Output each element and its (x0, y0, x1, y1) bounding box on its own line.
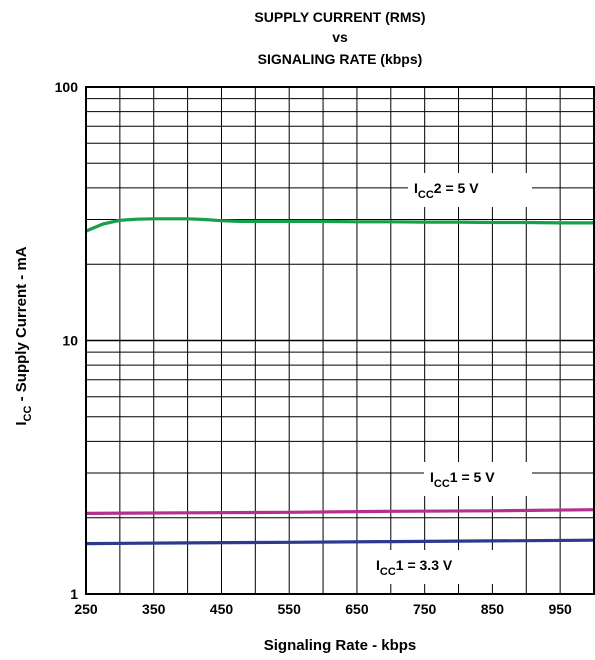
x-tick-label: 850 (481, 601, 505, 617)
annotation-background (424, 462, 532, 496)
chart-title-line-1: SUPPLY CURRENT (RMS) (254, 9, 425, 25)
x-axis-label: Signaling Rate - kbps (264, 637, 417, 654)
y-axis-label-sub: CC (22, 406, 34, 422)
chart-title-line-3: SIGNALING RATE (kbps) (258, 51, 423, 67)
x-tick-label: 350 (142, 601, 166, 617)
chart-title-line-2: vs (332, 29, 348, 45)
series-label-1: ICC2 = 5 V (414, 180, 479, 201)
x-tick-label: 650 (345, 601, 369, 617)
plot-border (85, 86, 595, 595)
grid (86, 87, 594, 594)
series-line-3 (85, 538, 595, 546)
y-tick-label: 1 (70, 586, 78, 602)
series-label-2: ICC1 = 5 V (430, 469, 495, 490)
y-axis-label-main: I (13, 421, 30, 425)
plot-frame (85, 86, 595, 595)
series-annotations: ICC2 = 5 V ICC1 = 5 V ICC1 = 3.3 V (370, 173, 532, 584)
series-label-3: ICC1 = 3.3 V (376, 557, 453, 578)
y-tick-label: 100 (55, 79, 79, 95)
x-tick-label: 450 (210, 601, 234, 617)
tick-labels: 250 350 450 550 650 750 850 950 1 10 100 (55, 79, 572, 617)
x-tick-label: 250 (74, 601, 98, 617)
series-layer (85, 217, 595, 546)
annotation-background (370, 550, 496, 584)
series-line-1 (85, 217, 594, 233)
y-axis-label: ICC - Supply Current - mA (13, 246, 34, 425)
chart-title: SUPPLY CURRENT (RMS) vs SIGNALING RATE (… (254, 9, 425, 67)
series-line-2 (85, 508, 595, 515)
y-axis-label-rest: - Supply Current - mA (13, 246, 30, 405)
y-tick-label: 10 (62, 333, 78, 349)
x-tick-label: 550 (278, 601, 302, 617)
annotation-background (408, 173, 532, 207)
x-tick-label: 750 (413, 601, 437, 617)
x-tick-label: 950 (548, 601, 572, 617)
